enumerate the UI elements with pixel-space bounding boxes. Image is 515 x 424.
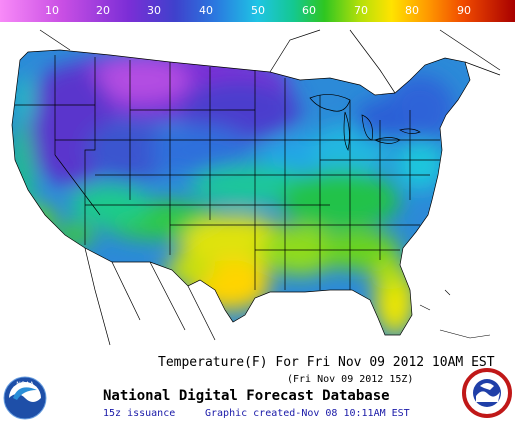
map-title: Temperature(F) For Fri Nov 09 2012 10AM … [158,355,495,370]
scale-label-60: 60 [302,4,316,17]
scale-label-10: 10 [45,4,59,17]
scale-label-80: 80 [405,4,419,17]
scale-label-90: 90 [457,4,471,17]
scale-label-70: 70 [354,4,368,17]
scale-label-20: 20 [96,4,110,17]
scale-label-40: 40 [199,4,213,17]
svg-text:NOAA: NOAA [16,381,34,388]
temperature-color-scale [0,0,515,22]
database-name: National Digital Forecast Database [103,388,390,404]
scale-label-50: 50 [251,4,265,17]
noaa-logo: NOAA [3,376,47,420]
graphic-created-text: Graphic created-Nov 08 10:11AM EST [205,408,410,419]
nws-logo [462,368,512,418]
temperature-map [0,22,515,352]
map-subtitle: (Fri Nov 09 2012 15Z) [287,374,414,385]
issuance-text: 15z issuance [103,408,176,419]
scale-label-30: 30 [147,4,161,17]
